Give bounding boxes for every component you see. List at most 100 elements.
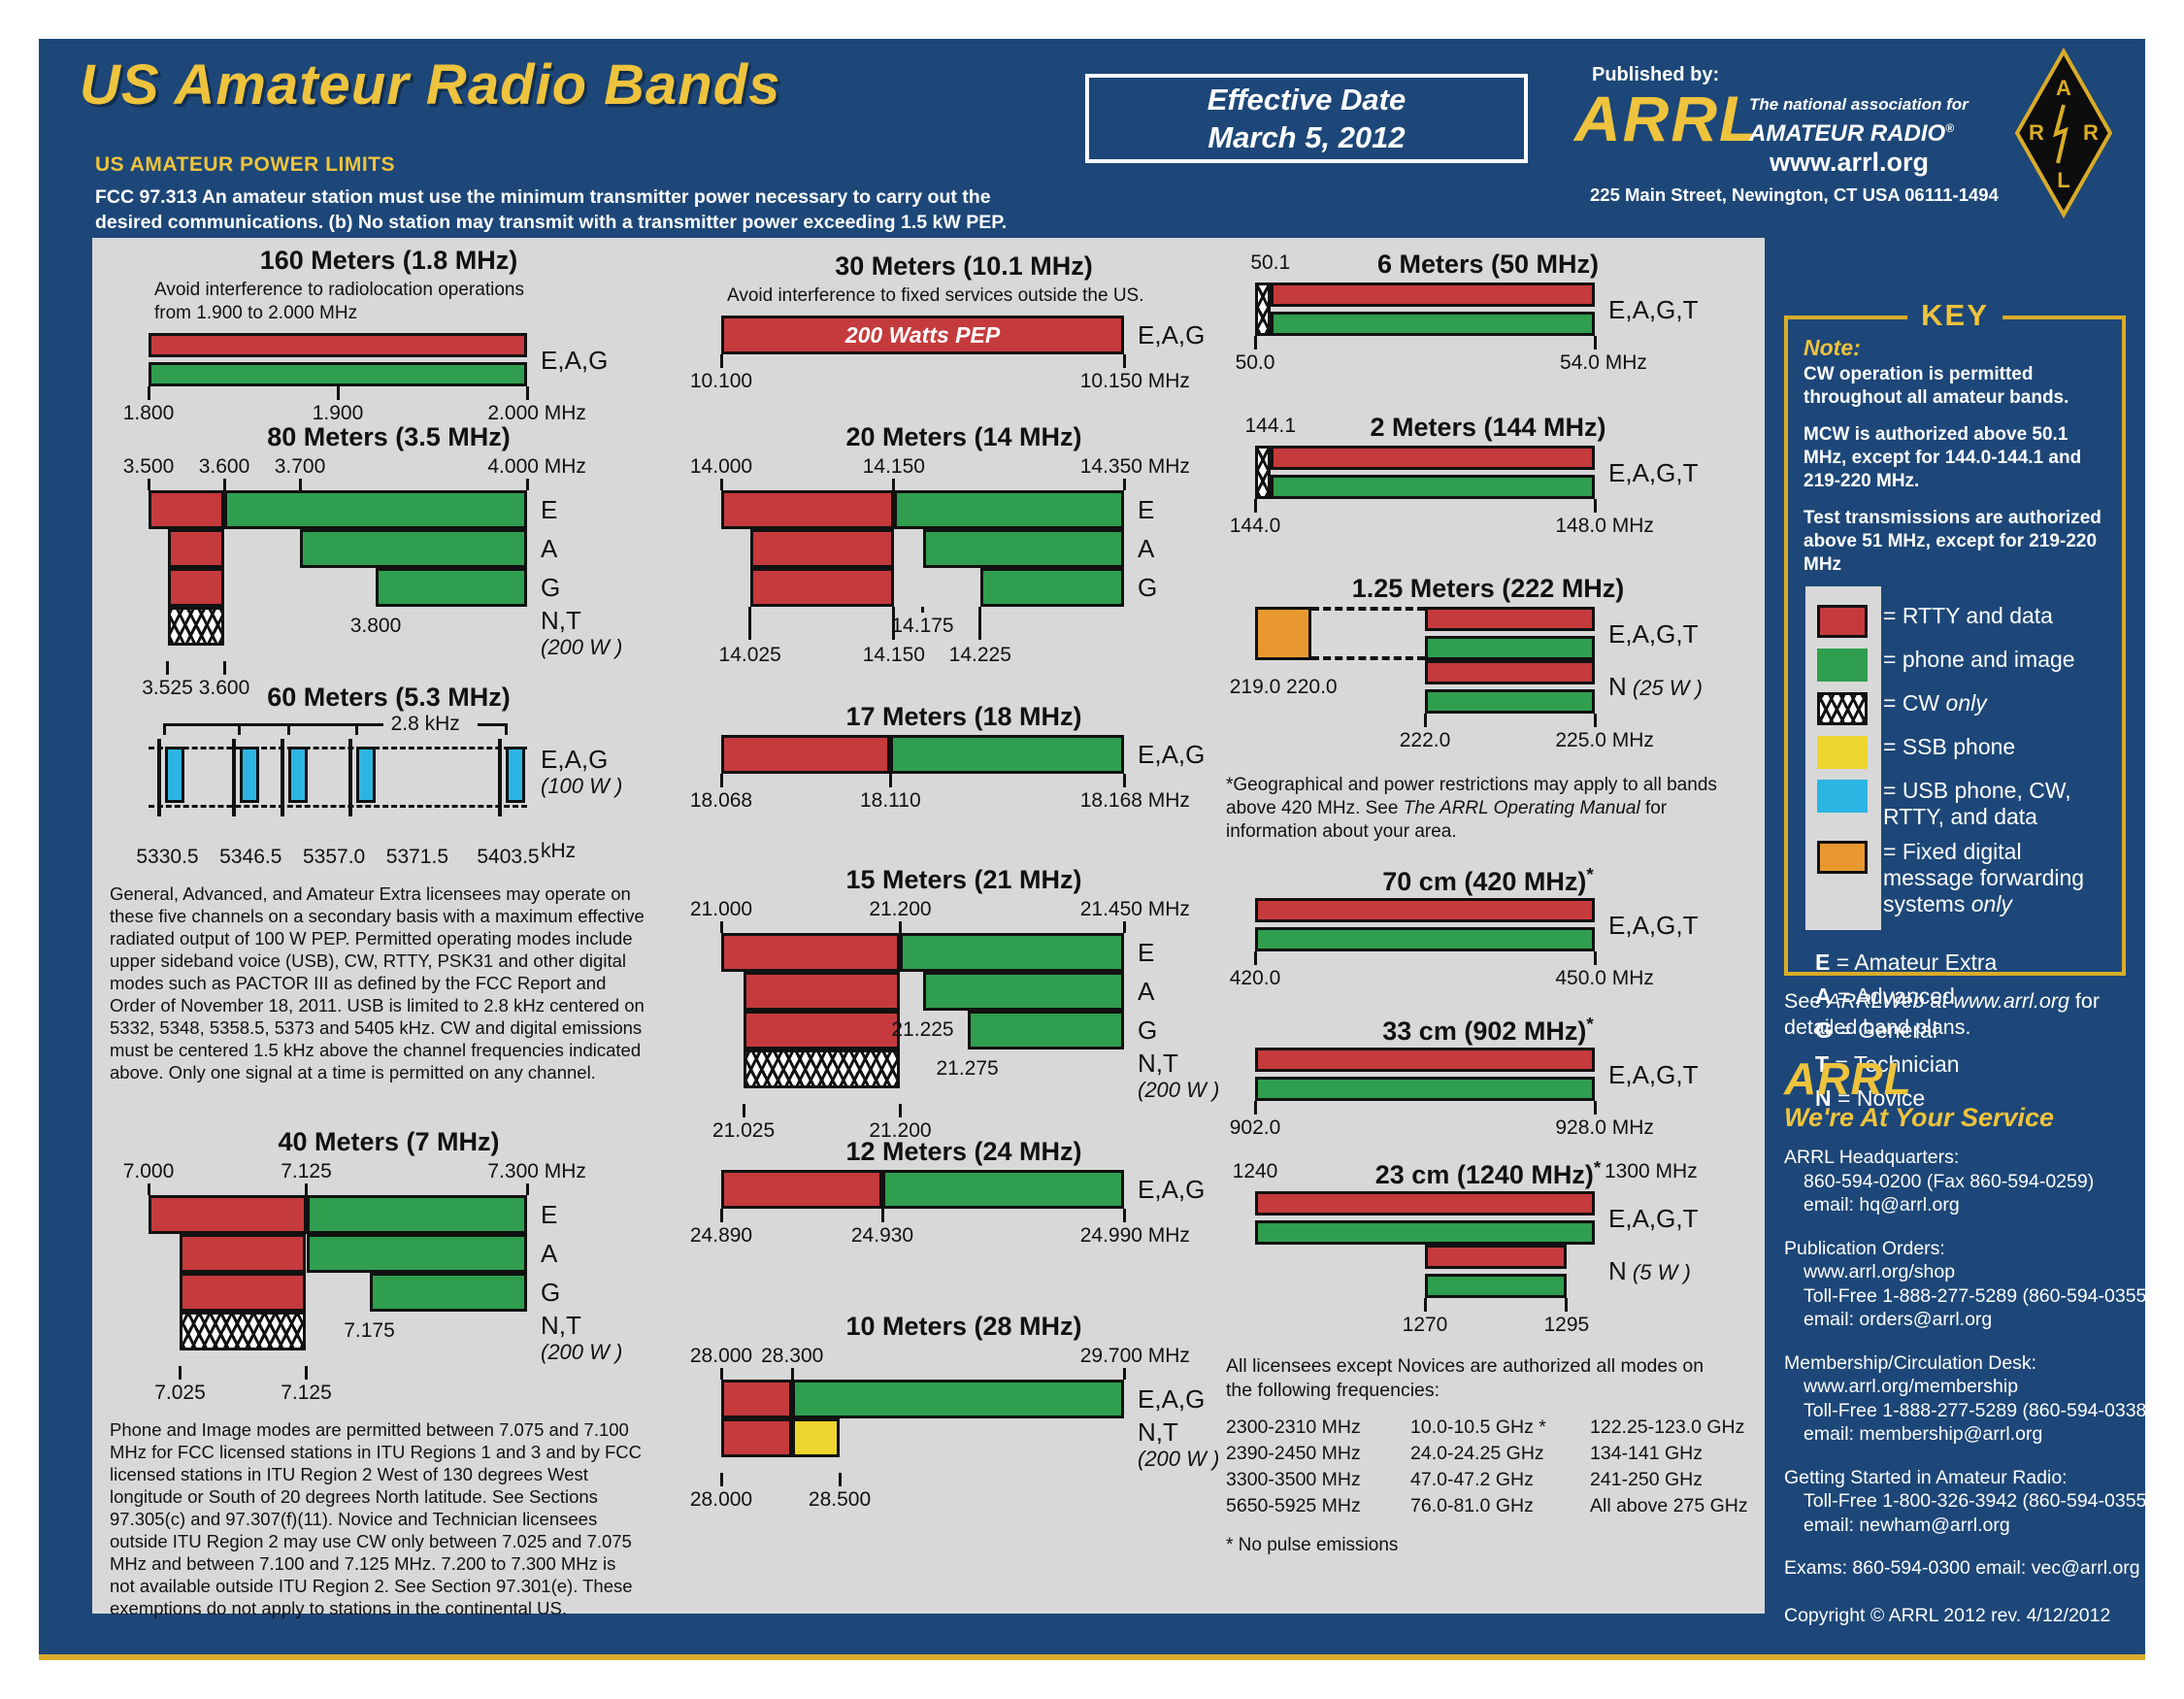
band-title: 17 Meters (18 MHz) bbox=[845, 702, 1082, 731]
class-technician: T = Technician bbox=[1815, 1051, 1960, 1077]
mid-tick-label: 7.175 bbox=[344, 1319, 395, 1342]
row-license-label: A bbox=[541, 1239, 558, 1268]
restriction-asterisk: * bbox=[1593, 1158, 1602, 1179]
band-segment-rtty bbox=[180, 1273, 307, 1312]
row-license-label: E bbox=[1138, 938, 1155, 967]
band-row: 7.175 bbox=[149, 1312, 527, 1350]
tick-label: 144.0 bbox=[1229, 515, 1281, 537]
band-title: 80 Meters (3.5 MHz) bbox=[267, 422, 511, 451]
bandwidth-label: 2.8 kHz bbox=[390, 713, 460, 735]
band-segment-rtty: 200 Watts PEP bbox=[721, 316, 1124, 354]
row-license-label: G bbox=[1138, 1016, 1158, 1045]
band-row bbox=[721, 1380, 1124, 1418]
band-segment-phone bbox=[922, 972, 1124, 1011]
row-license-label: E,A,G,T bbox=[1608, 294, 1699, 324]
tick-line bbox=[1423, 1298, 1427, 1312]
band-segment-phone bbox=[893, 490, 1124, 529]
row-license-label: G bbox=[1138, 573, 1158, 602]
band-segment-phone bbox=[1255, 1220, 1595, 1245]
microwave-col-2: 10.0-10.5 GHz * 24.0-24.25 GHz 47.0-47.2… bbox=[1410, 1415, 1590, 1519]
key-note-2: MCW is authorized above 50.1 MHz, except… bbox=[1803, 424, 2082, 491]
band-segment-rtty bbox=[721, 1380, 793, 1418]
tick-strip: 1270 1295 bbox=[1255, 1298, 1595, 1341]
tick-label: 3.600 bbox=[198, 677, 250, 699]
ssb-swatch-icon bbox=[1817, 736, 1868, 769]
tick-line bbox=[1565, 1298, 1569, 1312]
legend-item-fixed-digital: = Fixed digital message forwarding syste… bbox=[1817, 839, 2106, 917]
mid-tick-label: 21.225 bbox=[891, 1018, 954, 1041]
tick-label: 24.890 bbox=[689, 1224, 753, 1247]
band-row bbox=[1255, 607, 1595, 660]
band-segment-rtty bbox=[721, 490, 894, 529]
tick-label: 1270 bbox=[1402, 1314, 1448, 1336]
band-segment-rtty bbox=[1270, 283, 1595, 307]
tick-label: 5403.5 bbox=[477, 846, 540, 868]
contact-line: Toll-Free 1-888-277-5289 (860-594-0355) bbox=[1803, 1284, 2153, 1307]
tick-label: 21.200 bbox=[869, 898, 932, 920]
band-title: 70 cm (420 MHz)* bbox=[1382, 865, 1594, 896]
tick-line bbox=[147, 1183, 150, 1195]
band-20m: 20 Meters (14 MHz) 14.000 14.150 14.350 MHz… bbox=[682, 422, 1245, 681]
band-segment-phone bbox=[890, 735, 1124, 774]
tick-label: 148.0 MHz bbox=[1555, 515, 1654, 537]
tick-strip: 222.0 225.0 MHz bbox=[1255, 714, 1654, 756]
channel-dash-line bbox=[149, 805, 527, 808]
key-title: KEY bbox=[1907, 298, 2002, 333]
tick-label: 28.500 bbox=[808, 1488, 872, 1511]
contact-line: email: orders@arrl.org bbox=[1803, 1309, 1993, 1330]
tick-line bbox=[1122, 479, 1126, 490]
band-title: 23 cm (1240 MHz)* 1240 1300 MHz bbox=[1232, 1158, 1698, 1189]
band-segment-rtty bbox=[749, 529, 894, 568]
band-segment-rtty bbox=[1425, 607, 1595, 631]
tick-label: 928.0 MHz bbox=[1555, 1116, 1654, 1139]
tick-label: 29.700 MHz bbox=[1079, 1345, 1190, 1367]
tick-line bbox=[1593, 951, 1597, 965]
tick-label: 420.0 bbox=[1229, 967, 1281, 989]
tick-strip: 18.068 18.110 18.168 MHz bbox=[690, 774, 1190, 816]
band-row bbox=[1255, 1048, 1595, 1101]
tick-strip: 3.500 3.600 3.700 4.000 MHz bbox=[123, 455, 586, 490]
tick-line bbox=[1253, 336, 1257, 350]
band-segment-ssb bbox=[792, 1418, 841, 1457]
row-license-label: A bbox=[1138, 534, 1155, 563]
tick-label: 225.0 MHz bbox=[1555, 729, 1654, 751]
arrl-association-text: The national association for AMATEUR RAD… bbox=[1749, 95, 1969, 148]
tick-line bbox=[305, 1366, 308, 1380]
tick-line bbox=[719, 354, 723, 368]
tick-line bbox=[305, 1183, 308, 1195]
tick-line bbox=[166, 661, 169, 675]
tick-line bbox=[336, 386, 340, 400]
tick-line bbox=[978, 607, 982, 640]
channel-tick bbox=[156, 739, 161, 816]
row-license-label: E,A,G,T bbox=[1608, 1059, 1699, 1089]
tick-line bbox=[898, 921, 902, 933]
band-title: 30 Meters (10.1 MHz) bbox=[835, 251, 1093, 281]
band-segment-rtty bbox=[1255, 1191, 1595, 1216]
bracket-tick bbox=[504, 723, 508, 735]
contact-heading: Getting Started in Amateur Radio: bbox=[1784, 1466, 2068, 1488]
freq-range: 10.0-10.5 GHz * bbox=[1410, 1416, 1546, 1438]
usb-swatch-icon bbox=[1817, 780, 1868, 813]
band-row bbox=[721, 529, 1124, 568]
tick-label: 7.125 bbox=[281, 1160, 332, 1183]
tick-label: 10.150 MHz bbox=[1079, 370, 1190, 392]
phone-swatch-icon bbox=[1817, 649, 1868, 682]
tick-line bbox=[838, 1473, 842, 1486]
channel-block bbox=[164, 747, 184, 803]
tick-label: 14.350 MHz bbox=[1079, 455, 1190, 478]
band-160m: 160 Meters (1.8 MHz) Avoid interference t… bbox=[110, 246, 668, 429]
row-license-label: E,A,G bbox=[1138, 320, 1206, 350]
tick-strip: 5330.5 5346.5 5357.0 5371.5 5403.5 bbox=[136, 830, 539, 873]
tick-strip: 7.025 7.125 bbox=[149, 1366, 527, 1409]
band-segment-phone bbox=[1425, 689, 1595, 714]
tick-label: 7.300 MHz bbox=[487, 1160, 586, 1183]
tick-line bbox=[1593, 499, 1597, 513]
arrl-diamond-logo-icon: A R R L bbox=[2014, 47, 2113, 219]
contact-line: www.arrl.org/membership bbox=[1803, 1376, 2019, 1397]
band-segment-phone bbox=[306, 1234, 527, 1273]
tick-label: 902.0 bbox=[1229, 1116, 1281, 1139]
legend-item-usb: = USB phone, CW, RTTY, and data bbox=[1817, 778, 2106, 830]
freq-range: All above 275 GHz bbox=[1590, 1495, 1748, 1516]
band-segment-rtty bbox=[149, 490, 224, 529]
tick-line bbox=[898, 1104, 902, 1117]
